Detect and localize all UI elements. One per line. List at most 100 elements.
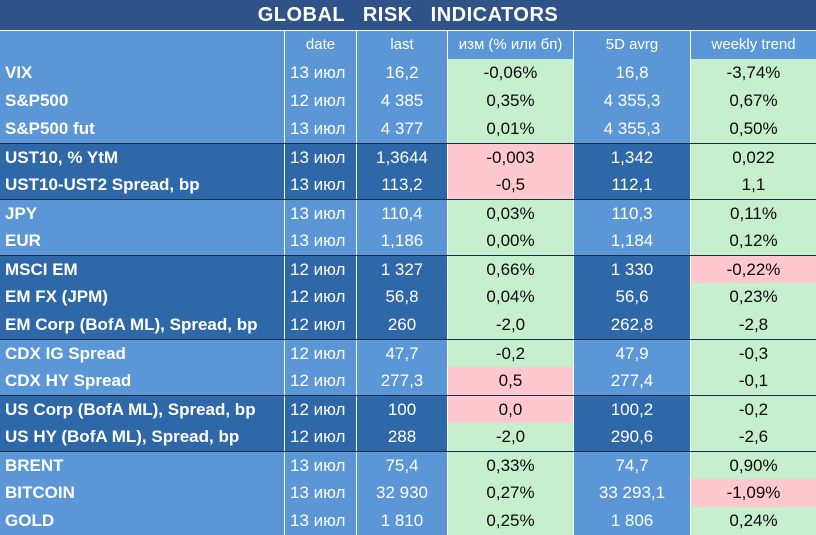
change-cell[interactable]: -0,003 bbox=[448, 144, 574, 172]
indicator-name-cell[interactable]: US Corp (BofA ML), Spread, bp bbox=[0, 396, 285, 424]
change-cell[interactable]: 0,35% bbox=[448, 87, 574, 115]
date-cell[interactable]: 12 июл bbox=[285, 367, 357, 395]
indicator-name-cell[interactable]: GOLD bbox=[0, 507, 285, 535]
column-header-last[interactable]: last bbox=[357, 31, 448, 59]
indicator-name-cell[interactable]: JPY bbox=[0, 200, 285, 228]
column-header-5d-average[interactable]: 5D avrg bbox=[574, 31, 691, 59]
date-cell[interactable]: 12 июл bbox=[285, 283, 357, 311]
5d-average-cell[interactable]: 47,9 bbox=[574, 340, 691, 368]
5d-average-cell[interactable]: 74,7 bbox=[574, 452, 691, 480]
weekly-trend-cell[interactable]: -2,8 bbox=[691, 311, 816, 339]
indicator-name-cell[interactable]: EM Corp (BofA ML), Spread, bp bbox=[0, 311, 285, 339]
indicator-name-cell[interactable]: US HY (BofA ML), Spread, bp bbox=[0, 423, 285, 451]
indicator-name-cell[interactable]: BRENT bbox=[0, 452, 285, 480]
last-value-cell[interactable]: 56,8 bbox=[357, 283, 448, 311]
date-cell[interactable]: 13 июл bbox=[285, 200, 357, 228]
table-row[interactable]: EUR 13 июл 1,186 0,00% 1,184 0,12% bbox=[0, 227, 816, 255]
5d-average-cell[interactable]: 33 293,1 bbox=[574, 479, 691, 507]
table-row[interactable]: GOLD 13 июл 1 810 0,25% 1 806 0,24% bbox=[0, 507, 816, 535]
last-value-cell[interactable]: 260 bbox=[357, 311, 448, 339]
change-cell[interactable]: 0,0 bbox=[448, 396, 574, 424]
5d-average-cell[interactable]: 100,2 bbox=[574, 396, 691, 424]
change-cell[interactable]: -0,2 bbox=[448, 340, 574, 368]
table-row[interactable]: US Corp (BofA ML), Spread, bp 12 июл 100 0,… bbox=[0, 395, 816, 424]
5d-average-cell[interactable]: 290,6 bbox=[574, 423, 691, 451]
change-cell[interactable]: 0,03% bbox=[448, 200, 574, 228]
indicator-name-cell[interactable]: UST10-UST2 Spread, bp bbox=[0, 171, 285, 199]
change-cell[interactable]: 0,01% bbox=[448, 115, 574, 143]
change-cell[interactable]: -0,5 bbox=[448, 171, 574, 199]
5d-average-cell[interactable]: 16,8 bbox=[574, 59, 691, 87]
last-value-cell[interactable]: 1,3644 bbox=[357, 144, 448, 172]
last-value-cell[interactable]: 113,2 bbox=[357, 171, 448, 199]
5d-average-cell[interactable]: 1 330 bbox=[574, 256, 691, 284]
5d-average-cell[interactable]: 112,1 bbox=[574, 171, 691, 199]
weekly-trend-cell[interactable]: 0,12% bbox=[691, 227, 816, 255]
5d-average-cell[interactable]: 56,6 bbox=[574, 283, 691, 311]
weekly-trend-cell[interactable]: 1,1 bbox=[691, 171, 816, 199]
indicator-name-cell[interactable]: UST10, % YtM bbox=[0, 144, 285, 172]
indicator-name-cell[interactable]: VIX bbox=[0, 59, 285, 87]
table-row[interactable]: JPY 13 июл 110,4 0,03% 110,3 0,11% bbox=[0, 199, 816, 228]
date-cell[interactable]: 13 июл bbox=[285, 115, 357, 143]
5d-average-cell[interactable]: 1 806 bbox=[574, 507, 691, 535]
date-cell[interactable]: 12 июл bbox=[285, 87, 357, 115]
date-cell[interactable]: 12 июл bbox=[285, 340, 357, 368]
weekly-trend-cell[interactable]: -0,1 bbox=[691, 367, 816, 395]
table-row[interactable]: S&P500 12 июл 4 385 0,35% 4 355,3 0,67% bbox=[0, 87, 816, 115]
table-row[interactable]: BRENT 13 июл 75,4 0,33% 74,7 0,90% bbox=[0, 451, 816, 480]
change-cell[interactable]: 0,00% bbox=[448, 227, 574, 255]
last-value-cell[interactable]: 1 810 bbox=[357, 507, 448, 535]
table-row[interactable]: UST10-UST2 Spread, bp 13 июл 113,2 -0,5 112,… bbox=[0, 171, 816, 199]
indicator-name-cell[interactable]: S&P500 fut bbox=[0, 115, 285, 143]
change-cell[interactable]: 0,27% bbox=[448, 479, 574, 507]
last-value-cell[interactable]: 100 bbox=[357, 396, 448, 424]
weekly-trend-cell[interactable]: -0,2 bbox=[691, 396, 816, 424]
column-header-name[interactable] bbox=[0, 31, 285, 59]
weekly-trend-cell[interactable]: 0,67% bbox=[691, 87, 816, 115]
date-cell[interactable]: 13 июл bbox=[285, 452, 357, 480]
last-value-cell[interactable]: 1,186 bbox=[357, 227, 448, 255]
indicator-name-cell[interactable]: EUR bbox=[0, 227, 285, 255]
table-row[interactable]: S&P500 fut 13 июл 4 377 0,01% 4 355,3 0,50% bbox=[0, 115, 816, 143]
5d-average-cell[interactable]: 262,8 bbox=[574, 311, 691, 339]
weekly-trend-cell[interactable]: 0,022 bbox=[691, 144, 816, 172]
change-cell[interactable]: 0,04% bbox=[448, 283, 574, 311]
table-row[interactable]: US HY (BofA ML), Spread, bp 12 июл 288 -2,0… bbox=[0, 423, 816, 451]
weekly-trend-cell[interactable]: 0,11% bbox=[691, 200, 816, 228]
date-cell[interactable]: 13 июл bbox=[285, 59, 357, 87]
5d-average-cell[interactable]: 1,342 bbox=[574, 144, 691, 172]
weekly-trend-cell[interactable]: -2,6 bbox=[691, 423, 816, 451]
weekly-trend-cell[interactable]: -0,22% bbox=[691, 256, 816, 284]
date-cell[interactable]: 12 июл bbox=[285, 396, 357, 424]
weekly-trend-cell[interactable]: 0,23% bbox=[691, 283, 816, 311]
change-cell[interactable]: -2,0 bbox=[448, 423, 574, 451]
table-row[interactable]: BITCOIN 13 июл 32 930 0,27% 33 293,1 -1,09% bbox=[0, 479, 816, 507]
date-cell[interactable]: 13 июл bbox=[285, 507, 357, 535]
table-row[interactable]: MSCI EM 12 июл 1 327 0,66% 1 330 -0,22% bbox=[0, 255, 816, 284]
5d-average-cell[interactable]: 4 355,3 bbox=[574, 87, 691, 115]
table-row[interactable]: UST10, % YtM 13 июл 1,3644 -0,003 1,342 0,022 bbox=[0, 143, 816, 172]
column-header-change[interactable]: изм (% или бп) bbox=[448, 31, 574, 59]
table-row[interactable]: EM FX (JPM) 12 июл 56,8 0,04% 56,6 0,23% bbox=[0, 283, 816, 311]
weekly-trend-cell[interactable]: 0,50% bbox=[691, 115, 816, 143]
change-cell[interactable]: 0,25% bbox=[448, 507, 574, 535]
last-value-cell[interactable]: 16,2 bbox=[357, 59, 448, 87]
weekly-trend-cell[interactable]: -0,3 bbox=[691, 340, 816, 368]
indicator-name-cell[interactable]: EM FX (JPM) bbox=[0, 283, 285, 311]
indicator-name-cell[interactable]: BITCOIN bbox=[0, 479, 285, 507]
5d-average-cell[interactable]: 4 355,3 bbox=[574, 115, 691, 143]
indicator-name-cell[interactable]: CDX HY Spread bbox=[0, 367, 285, 395]
weekly-trend-cell[interactable]: -3,74% bbox=[691, 59, 816, 87]
last-value-cell[interactable]: 277,3 bbox=[357, 367, 448, 395]
change-cell[interactable]: -0,06% bbox=[448, 59, 574, 87]
last-value-cell[interactable]: 1 327 bbox=[357, 256, 448, 284]
indicator-name-cell[interactable]: CDX IG Spread bbox=[0, 340, 285, 368]
last-value-cell[interactable]: 4 377 bbox=[357, 115, 448, 143]
date-cell[interactable]: 12 июл bbox=[285, 256, 357, 284]
indicator-name-cell[interactable]: MSCI EM bbox=[0, 256, 285, 284]
date-cell[interactable]: 12 июл bbox=[285, 311, 357, 339]
5d-average-cell[interactable]: 277,4 bbox=[574, 367, 691, 395]
date-cell[interactable]: 13 июл bbox=[285, 171, 357, 199]
last-value-cell[interactable]: 110,4 bbox=[357, 200, 448, 228]
